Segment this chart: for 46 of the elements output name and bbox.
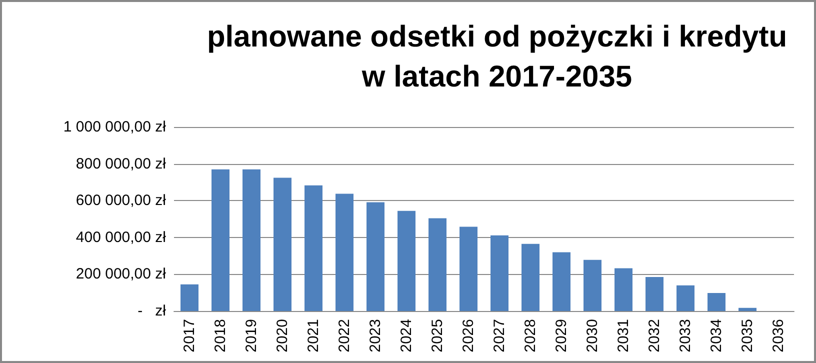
bar [274, 178, 292, 311]
bar [614, 268, 632, 311]
bar [646, 276, 664, 311]
x-tick-label: 2021 [305, 319, 322, 352]
x-tick-label: 2033 [677, 319, 694, 352]
bar [304, 185, 322, 311]
x-tick-label: 2026 [460, 319, 477, 352]
y-tick-label: - zł [138, 302, 167, 320]
bar [738, 308, 756, 311]
bar [366, 202, 384, 311]
bar [460, 226, 478, 311]
bar [212, 169, 230, 311]
y-tick-label: 200 000,00 zł [76, 266, 167, 283]
bar [336, 194, 354, 311]
bar [552, 252, 570, 311]
bar [708, 292, 726, 311]
x-tick-label: 2025 [429, 319, 446, 352]
x-tick-label: 2032 [646, 319, 663, 352]
x-tick-label: 2018 [212, 319, 229, 352]
bar [180, 284, 198, 311]
bar [522, 244, 540, 311]
x-tick-label: 2022 [336, 319, 353, 352]
y-tick-label: 600 000,00 zł [76, 192, 167, 210]
bar [428, 218, 446, 311]
x-tick-label: 2019 [243, 319, 260, 352]
x-tick-label: 2020 [274, 319, 291, 352]
y-tick-label: 1 000 000,00 zł [63, 118, 167, 136]
bar [398, 210, 416, 311]
bar [242, 169, 260, 311]
chart-title: planowane odsetki od pożyczki i kredytu w latach 2017-2035 [206, 20, 788, 94]
x-tick-label: 2028 [522, 319, 539, 352]
x-tick-label: 2027 [491, 319, 508, 352]
x-tick-label: 2017 [181, 319, 198, 352]
y-tick-label: 800 000,00 zł [76, 155, 167, 172]
bar [584, 260, 602, 311]
x-tick-label: 2023 [367, 319, 384, 352]
x-tick-label: 2030 [584, 319, 601, 352]
x-tick-label: 2031 [615, 319, 632, 352]
x-tick-label: 2024 [398, 319, 415, 352]
y-tick-label: 400 000,00 zł [76, 228, 167, 246]
x-tick-label: 2029 [553, 319, 570, 352]
x-tick-label: 2034 [708, 319, 725, 352]
x-tick-label: 2035 [739, 319, 756, 352]
bar [676, 285, 694, 311]
x-tick-label: 2036 [770, 319, 787, 352]
bar [490, 235, 508, 311]
